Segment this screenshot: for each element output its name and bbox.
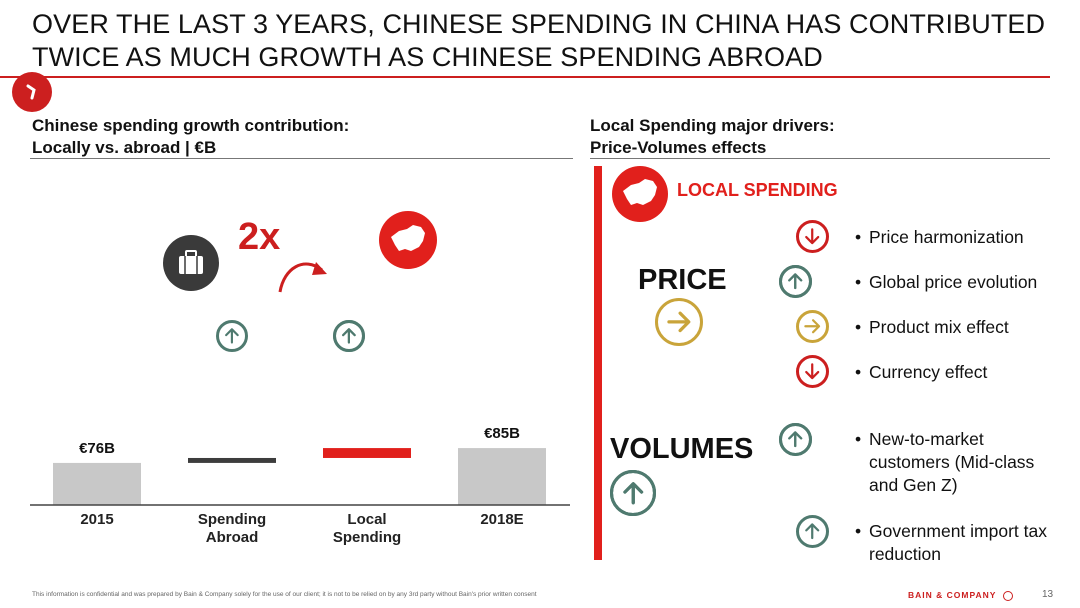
arrow-right-icon: [655, 298, 703, 346]
local-spending-label: LOCAL SPENDING: [677, 180, 838, 200]
bar-local-spending: [323, 448, 411, 458]
left-subtitle-rule: [30, 158, 573, 159]
arrow-up-icon: [795, 515, 829, 548]
driver-text: and Gen Z): [869, 475, 958, 495]
title-divider: [0, 76, 1050, 78]
arrow-up-icon: [779, 423, 812, 456]
driver-item: • Global price evolution: [855, 271, 1037, 294]
driver-text: • Currency effect: [855, 362, 988, 382]
volumes-label: VOLUMES: [610, 433, 754, 465]
section-badge-icon: [12, 72, 52, 112]
price-label: PRICE: [638, 264, 727, 296]
driver-item: • New-to-market customers (Mid-class and Ge…: [855, 428, 1034, 497]
china-map-icon-small: [612, 166, 668, 222]
driver-text: reduction: [869, 544, 941, 564]
title-line-2: TWICE AS MUCH GROWTH AS CHINESE SPENDING…: [32, 42, 823, 72]
footer-disclaimer: This information is confidential and was…: [32, 591, 537, 598]
brand-mark-icon: [1002, 590, 1013, 601]
driver-item: • Currency effect: [855, 361, 987, 384]
bullet-dot: •: [855, 227, 862, 247]
china-map-icon: [379, 211, 437, 269]
title-line-1: OVER THE LAST 3 YEARS, CHINESE SPENDING …: [32, 9, 1046, 39]
page-title: OVER THE LAST 3 YEARS, CHINESE SPENDING …: [32, 8, 1062, 74]
right-subtitle-line-2: Price-Volumes effects: [590, 138, 767, 157]
bullet-dot: •: [855, 317, 862, 337]
arrow-up-icon: [779, 265, 812, 298]
brand-name: BAIN & COMPANY: [908, 590, 997, 600]
local-spending-bar: [594, 166, 602, 560]
driver-text: customers (Mid-class: [869, 452, 1035, 472]
category-label: 2015: [80, 511, 113, 528]
bar-2018e: [458, 448, 546, 505]
curved-arrow-icon: [278, 262, 327, 293]
multiplier-label: 2x: [238, 216, 281, 258]
left-subtitle-line-1: Chinese spending growth contribution:: [32, 116, 350, 135]
arrow-up-icon: [610, 470, 656, 516]
left-subtitle-line-2: Locally vs. abroad | €B: [32, 138, 217, 157]
bar-2015: [53, 462, 141, 505]
category-label: Local: [347, 511, 386, 528]
driver-text: • New-to-market: [855, 429, 984, 449]
right-subtitle-rule: [590, 158, 1050, 159]
category-label: Spending: [333, 529, 401, 546]
bullet-dot: •: [855, 429, 862, 449]
arrow-down-icon: [795, 220, 829, 253]
bullet-dot: •: [855, 362, 862, 382]
driver-item: • Product mix effect: [855, 316, 1009, 339]
value-label: €85B: [484, 425, 520, 442]
page-number: 13: [1042, 589, 1054, 600]
brand-logo: BAIN & COMPANY: [908, 590, 1013, 601]
arrow-down-icon: [795, 355, 829, 388]
driver-text: • Price harmonization: [855, 227, 1024, 247]
category-label: Abroad: [206, 529, 259, 546]
bar-spending-abroad: [188, 457, 276, 463]
suitcase-icon: [163, 235, 219, 291]
bullet-dot: •: [855, 521, 862, 541]
left-subtitle: Chinese spending growth contribution: Lo…: [32, 115, 349, 159]
arrow-up-icon: [216, 320, 248, 352]
bullet-dot: •: [855, 272, 862, 292]
driver-item: • Government import tax reduction: [855, 520, 1047, 566]
category-label: 2018E: [480, 511, 523, 528]
right-subtitle: Local Spending major drivers: Price-Volu…: [590, 115, 835, 159]
arrow-up-icon: [333, 320, 365, 352]
driver-text: • Government import tax: [855, 521, 1047, 541]
category-label: Spending: [198, 511, 266, 528]
value-label: €76B: [79, 440, 115, 457]
right-subtitle-line-1: Local Spending major drivers:: [590, 116, 835, 135]
arrow-right-icon: [795, 310, 829, 343]
driver-item: • Price harmonization: [855, 226, 1024, 249]
driver-text: • Product mix effect: [855, 317, 1009, 337]
driver-text: • Global price evolution: [855, 272, 1038, 292]
